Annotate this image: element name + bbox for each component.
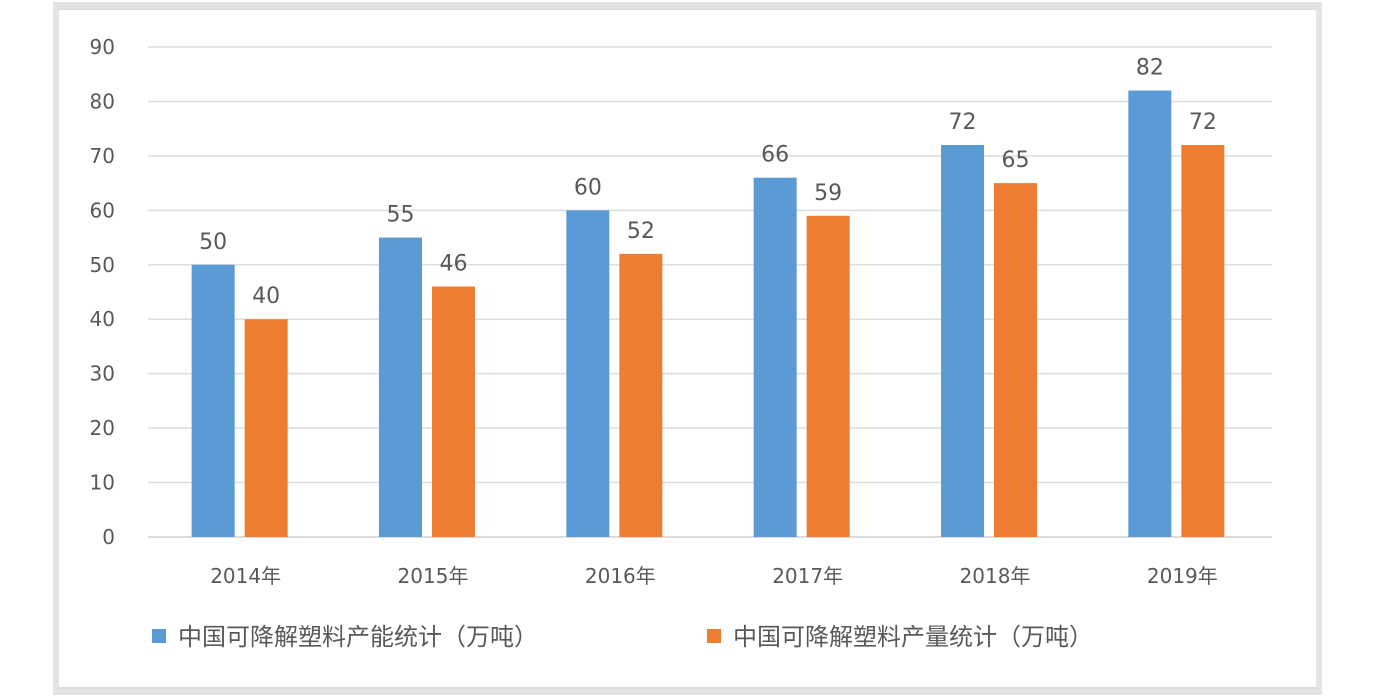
x-tick-label: 2018年 (960, 564, 1031, 588)
data-label: 72 (1189, 110, 1217, 135)
data-label: 55 (387, 203, 415, 228)
y-tick-label: 0 (102, 525, 115, 549)
data-label: 72 (949, 110, 977, 135)
bar-output (1181, 145, 1225, 537)
bar-output (244, 319, 288, 537)
y-tick-label: 60 (90, 198, 115, 222)
chart-frame (53, 2, 1322, 695)
bar-capacity (941, 145, 984, 537)
bar-output (806, 215, 850, 537)
legend-swatch (707, 629, 721, 643)
x-tick-label: 2016年 (585, 564, 656, 588)
data-label: 52 (627, 219, 655, 244)
bar-capacity (566, 210, 610, 538)
x-tick-label: 2017年 (772, 564, 843, 588)
y-tick-label: 50 (90, 253, 115, 277)
bar-capacity (753, 177, 797, 537)
x-tick-label: 2015年 (398, 564, 469, 588)
bar-output (432, 286, 475, 537)
bar-capacity (191, 264, 235, 537)
data-label: 65 (1002, 148, 1030, 173)
x-tick-label: 2019年 (1147, 564, 1218, 588)
data-label: 50 (199, 230, 227, 255)
bar-capacity (1128, 90, 1172, 538)
y-tick-label: 80 (90, 89, 115, 113)
legend-swatch (152, 629, 166, 643)
bar-output (619, 253, 663, 537)
y-tick-label: 20 (90, 416, 115, 440)
data-label: 40 (252, 284, 280, 309)
y-tick-label: 40 (90, 307, 115, 331)
bar-capacity (379, 237, 422, 538)
y-tick-label: 90 (90, 35, 115, 59)
data-label: 46 (440, 252, 468, 277)
y-tick-label: 70 (90, 144, 115, 168)
bar-output (994, 183, 1037, 537)
data-label: 59 (814, 181, 842, 206)
legend-label: 中国可降解塑料产能统计（万吨） (178, 623, 538, 651)
y-tick-label: 10 (90, 471, 115, 495)
legend-label: 中国可降解塑料产量统计（万吨） (733, 623, 1093, 651)
y-tick-label: 30 (90, 362, 115, 386)
data-label: 60 (574, 175, 602, 200)
x-tick-label: 2014年 (210, 564, 281, 588)
data-label: 66 (761, 143, 789, 168)
data-label: 82 (1136, 56, 1164, 81)
